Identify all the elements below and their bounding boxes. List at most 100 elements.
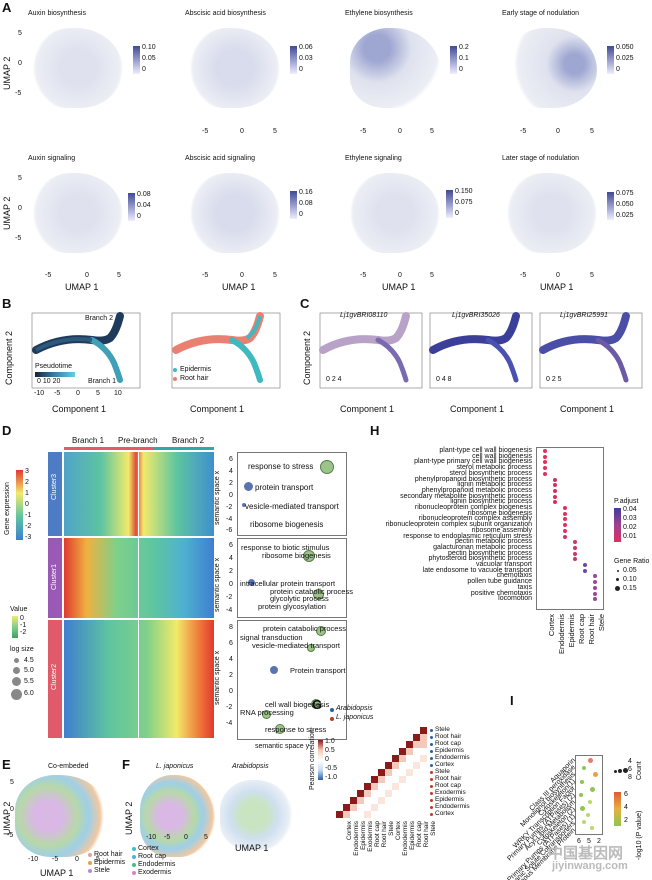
panel-label-f: F	[122, 757, 130, 772]
term-label: pollen tube guidance	[467, 578, 532, 586]
colorbar-tick: 0.050	[616, 201, 634, 208]
dotplot-frame	[575, 755, 603, 835]
colorbar	[607, 46, 614, 74]
y-tick: -5	[15, 90, 22, 97]
col-label: Exodermis	[367, 821, 374, 852]
row-group-dot	[430, 771, 433, 774]
col-label: Root hair	[423, 821, 430, 848]
term-label: protein catabolic process	[263, 624, 346, 633]
x-tick: 5	[590, 272, 594, 279]
gene-title: Lj1gvBRI25991	[560, 312, 608, 319]
colorbar	[290, 46, 297, 74]
x-tick: 5	[204, 834, 208, 841]
row-group-dot	[430, 792, 433, 795]
term-label: plant-type cell wall biogenesis	[439, 447, 532, 454]
y-axis-label: Component 2	[302, 330, 312, 385]
term-dot	[563, 511, 567, 516]
umap-plot	[502, 18, 607, 118]
semantic-plot	[237, 452, 347, 536]
term-dot	[543, 466, 547, 471]
panel-label-i: I	[510, 693, 514, 708]
x-tick: 5	[273, 272, 277, 279]
branch-header: Branch 1	[72, 436, 105, 445]
col-label: Root cap	[374, 821, 381, 848]
colorbar-tick: 0	[142, 66, 146, 73]
umap-plot	[220, 780, 295, 850]
umap-plot	[15, 775, 110, 857]
term-dot	[593, 580, 597, 585]
term-dot	[563, 528, 567, 533]
size-dot	[12, 677, 21, 686]
gene-scale: 0 2 5	[546, 376, 562, 383]
legend-title: Value	[10, 606, 28, 613]
row-label: Root hair	[435, 733, 462, 740]
term-label: positive chemotaxis	[470, 589, 532, 597]
colorbar-tick: 0.05	[142, 55, 156, 62]
colorbar-tick: 0.075	[616, 190, 634, 197]
term-label: pectin biosynthetic process	[447, 549, 532, 557]
col-label: Root hair	[381, 821, 388, 848]
legend-dot	[173, 377, 177, 381]
legend-tick: 4	[624, 804, 628, 811]
plot-title: L. japonicus	[156, 763, 194, 770]
x-tick: -5	[54, 390, 61, 397]
term-bubble	[248, 579, 255, 586]
watermark-url: jiyinwang.com	[552, 860, 628, 872]
colorbar-tick: 0	[137, 213, 141, 220]
x-axis-label: Component 1	[560, 404, 615, 414]
term-label: signal transduction	[240, 633, 303, 642]
cluster-label: Cluster2	[51, 663, 58, 690]
term-label: ribonucleoprotein complex subunit organi…	[385, 521, 532, 529]
count-dot	[623, 768, 628, 773]
term-label: response to stress	[265, 725, 327, 734]
term-dot	[553, 488, 557, 493]
col-label: Root cap	[577, 614, 586, 645]
row-label: Exodermis	[435, 789, 466, 796]
panel-label-e: E	[2, 757, 11, 772]
term-label: protein glycosylation	[258, 602, 326, 611]
term-label: locomotion	[498, 595, 532, 603]
term-label: phenylpropanoid biosynthetic process	[414, 475, 532, 483]
x-axis-label: Component 1	[190, 404, 245, 414]
legend-tick: 1	[25, 490, 29, 497]
col-label: Stele	[430, 821, 437, 836]
umap-plot	[502, 163, 607, 263]
term-label: ribonucleoprotein complex biogenesis	[414, 504, 532, 511]
term-dot	[543, 471, 547, 476]
y-axis-label: Component 2	[4, 330, 14, 385]
term-dot	[543, 454, 547, 459]
term-dot	[593, 597, 597, 602]
colorbar-tick: 0.1	[459, 55, 469, 62]
legend-tick: 4	[628, 758, 632, 765]
term-dot	[580, 806, 585, 811]
x-axis-label: UMAP 1	[540, 282, 574, 292]
term-label: cell wall biogenesis	[265, 700, 330, 709]
x-tick: -5	[520, 128, 527, 135]
legend-tick: 0	[325, 756, 329, 763]
term-label: ribosome biogenesis	[250, 520, 324, 529]
size-dot	[11, 689, 22, 700]
x-axis-label: Component 1	[340, 404, 395, 414]
y-tick: 0	[10, 806, 14, 813]
x-axis-label: UMAP 1	[40, 868, 74, 878]
gene-title: Lj1gvBRI35026	[452, 312, 500, 319]
legend-tick: 6	[628, 766, 632, 773]
term-bubble	[311, 699, 321, 709]
legend-tick: 6	[624, 791, 628, 798]
x-tick: 0	[240, 128, 244, 135]
legend-tick: -3	[25, 534, 32, 541]
term-bubble	[316, 626, 326, 636]
y-tick: 0	[18, 205, 22, 212]
legend-tick: 0.01	[623, 533, 637, 540]
col-label: Endodermis	[557, 614, 566, 655]
legend-entry: Root hair	[94, 851, 123, 858]
term-label: ribosome biogenesis	[262, 551, 331, 560]
x-tick: 10	[114, 390, 122, 397]
term-label: response to stress	[248, 462, 314, 471]
panel-label-d: D	[2, 423, 12, 438]
x-tick: 5	[117, 272, 121, 279]
x-tick: -10	[34, 390, 45, 397]
col-label: Root hair	[587, 614, 596, 645]
term-dot	[579, 793, 583, 797]
col-label: Cortex	[346, 821, 353, 841]
